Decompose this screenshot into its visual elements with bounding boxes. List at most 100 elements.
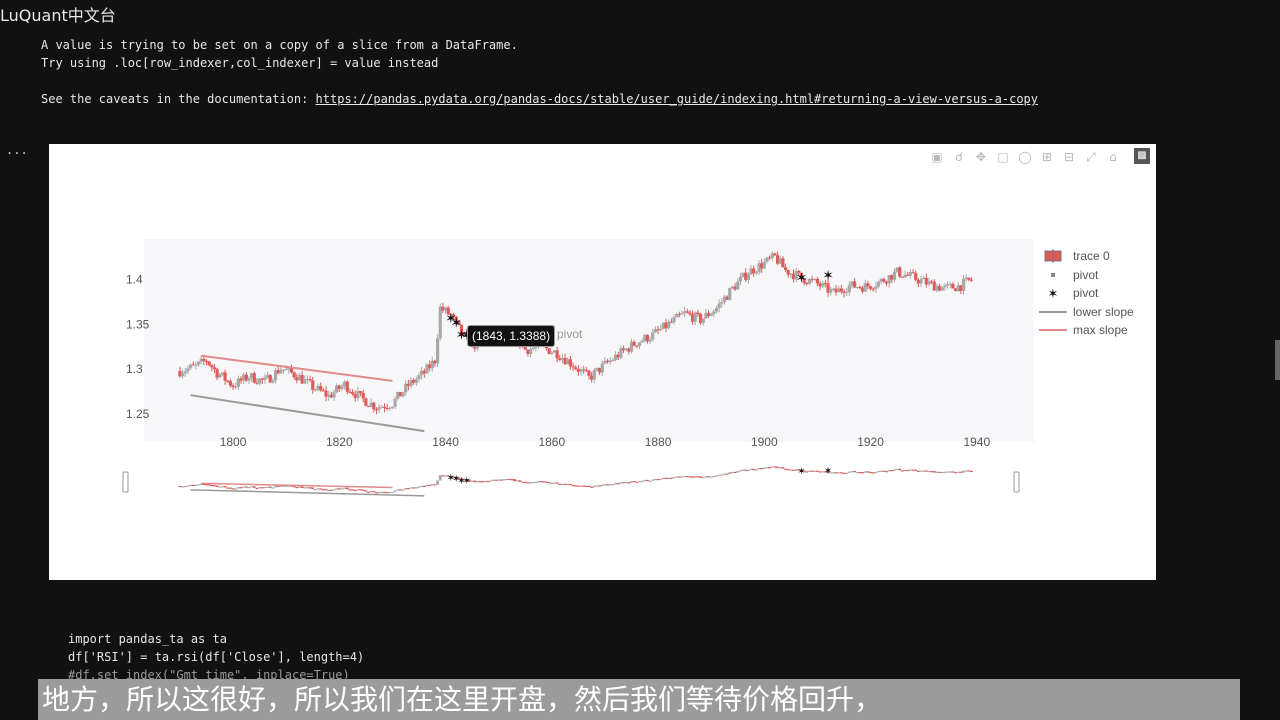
rangeslider-candle — [744, 469, 748, 471]
candle-body — [560, 357, 565, 360]
rangeslider-candle — [186, 485, 190, 487]
candle-body — [624, 348, 628, 351]
rangeslider-candle — [239, 487, 243, 489]
candle-body — [303, 379, 307, 384]
candle-body — [752, 268, 756, 274]
candle-body — [428, 364, 432, 369]
rangeslider-candle — [446, 475, 450, 477]
scrollbar-handle[interactable] — [1275, 340, 1280, 380]
box-select-icon[interactable]: □ — [997, 150, 1009, 164]
rangeslider-candle — [654, 478, 657, 481]
lasso-icon[interactable]: ◯ — [1018, 150, 1032, 164]
legend-item-max-slope[interactable]: max slope — [1039, 321, 1134, 340]
legend-item-lower-slope[interactable]: lower slope — [1039, 303, 1134, 322]
candle-body — [191, 364, 195, 366]
rangeslider-candle — [231, 488, 235, 490]
candle-body — [720, 301, 724, 304]
rangeslider-candle — [250, 486, 254, 488]
rangeslider-candle — [515, 480, 519, 482]
rangeslider-candle — [247, 487, 251, 489]
candle-body — [435, 338, 440, 364]
rangeslider-candle — [221, 486, 224, 488]
candle-body — [590, 375, 594, 380]
autoscale-icon[interactable]: ⤢ — [1086, 150, 1096, 164]
rangeslider-candle — [252, 486, 256, 488]
camera-icon[interactable]: ▣ — [931, 150, 943, 164]
candle-body — [345, 381, 349, 392]
rangeslider-candle — [720, 474, 724, 476]
candlestick-swatch-icon — [1044, 249, 1062, 264]
candle-body — [592, 370, 596, 380]
candle-body — [199, 358, 203, 362]
candle-body — [765, 257, 769, 262]
rangeslider-candle — [696, 476, 700, 478]
rangeslider-candle — [260, 487, 264, 489]
candle-body — [629, 341, 634, 352]
chart-svg[interactable]: 1.25 1.3 1.35 1.4 1800 1820 1840 1860 1880 1900 19… — [49, 144, 1156, 580]
zoom-out-icon[interactable]: ⊟ — [1063, 150, 1075, 164]
candle-body — [908, 272, 913, 276]
rangeslider-candle — [284, 485, 288, 487]
candle-body — [332, 392, 336, 398]
x-tick-label: 1880 — [645, 435, 672, 449]
rangeslider-candle — [476, 481, 479, 483]
rangeslider-candle — [372, 491, 376, 493]
candle-body — [744, 272, 748, 280]
rangeslider-candle — [255, 487, 259, 490]
legend-item-trace-0[interactable]: trace 0 — [1039, 247, 1134, 266]
candle-body — [837, 288, 841, 293]
candle-body — [194, 364, 198, 366]
candle-body — [568, 359, 573, 367]
rangeslider-candle — [271, 487, 275, 489]
plotly-chart[interactable]: 1.25 1.3 1.35 1.4 1800 1820 1840 1860 1880 1900 19… — [49, 144, 1156, 580]
candle-body — [823, 283, 828, 285]
candle-body — [810, 279, 814, 281]
rangeslider-candle — [608, 484, 612, 486]
rangeslider-candle — [704, 476, 708, 478]
candle-body — [930, 281, 934, 283]
pan-icon[interactable]: ✥ — [975, 150, 987, 164]
candle-body — [706, 312, 711, 317]
candle-body — [571, 366, 575, 368]
y-tick-label: 1.35 — [126, 317, 150, 331]
candle-body — [550, 352, 554, 354]
rangeslider-candle — [369, 491, 373, 493]
candle-body — [220, 372, 225, 375]
plotly-logo-icon[interactable]: ▩ — [1134, 148, 1150, 164]
candle-body — [858, 287, 862, 289]
rangeslider-candle — [191, 484, 195, 487]
rangeslider-candle — [276, 485, 280, 487]
legend-item-pivot-star[interactable]: ✶ pivot — [1039, 284, 1134, 303]
rangeslider-candle — [505, 478, 509, 481]
candle-body — [797, 271, 801, 273]
candle-body — [574, 367, 578, 369]
zoom-in-icon[interactable]: ⊞ — [1041, 150, 1053, 164]
rangeslider-candle — [194, 484, 198, 487]
rangeslider-candle — [802, 470, 806, 472]
candle-body — [188, 364, 193, 369]
output-prompt[interactable]: ... — [6, 143, 28, 157]
rangeslider-candle — [667, 477, 671, 479]
candle-body — [722, 296, 727, 302]
candle-body — [552, 350, 557, 353]
rangeslider-candle — [529, 482, 532, 484]
rangeslider-candle — [329, 489, 333, 492]
candle-body — [258, 378, 262, 384]
candle-body — [890, 275, 894, 280]
docs-link[interactable]: https://pandas.pydata.org/pandas-docs/st… — [315, 92, 1039, 106]
legend-item-pivot-small[interactable]: pivot — [1039, 266, 1134, 285]
rangeslider-candle — [361, 489, 365, 491]
candle-body — [390, 406, 395, 408]
code-cell[interactable]: import pandas_ta as ta df['RSI'] = ta.rs… — [68, 630, 364, 684]
zoom-icon[interactable]: ☌ — [954, 150, 964, 164]
candle-body — [879, 279, 883, 282]
rangeslider-candle — [183, 485, 187, 488]
candle-body — [276, 370, 280, 374]
rangeslider-candle — [656, 478, 660, 481]
candle-body — [207, 361, 211, 366]
rangeslider-candle — [343, 487, 347, 489]
rangeslider-candle — [614, 483, 617, 485]
candle-body — [807, 279, 812, 284]
reset-axes-icon[interactable]: ⌂ — [1109, 150, 1117, 164]
rangeslider-candle — [550, 482, 554, 485]
